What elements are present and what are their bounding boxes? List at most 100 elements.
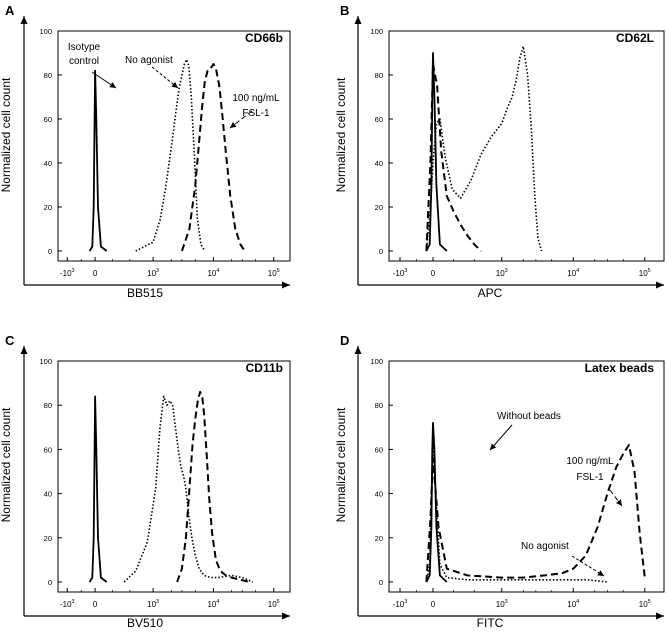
series-isotype-control — [88, 395, 108, 583]
series-100-ng-ml-fsl-1 — [180, 63, 246, 252]
y-tick-label: 40 — [375, 490, 383, 499]
annotation-arrowhead — [490, 443, 497, 450]
series-100-ng-ml-fsl-1 — [425, 63, 482, 252]
annotation-label: No agonist — [125, 55, 173, 66]
y-tick-label: 100 — [370, 357, 383, 366]
panel-title: CD66b — [245, 31, 283, 45]
y-axis-arrow — [20, 346, 28, 354]
y-tick-label: 0 — [48, 578, 52, 587]
y-tick-label: 80 — [375, 71, 383, 80]
y-tick-label: 80 — [44, 401, 52, 410]
y-tick-label: 20 — [44, 534, 52, 543]
panel-letter: A — [5, 3, 15, 18]
annotation-arrowhead — [171, 81, 178, 88]
y-tick-label: 60 — [375, 115, 383, 124]
panel-letter: B — [340, 3, 349, 18]
x-tick-label: -103 — [60, 599, 75, 609]
y-tick-label: 60 — [44, 115, 52, 124]
x-tick-label: 103 — [147, 268, 159, 278]
series-isotype-control — [425, 52, 448, 252]
y-axis-arrow — [354, 346, 362, 354]
y-tick-label: 0 — [48, 247, 52, 256]
x-axis-label: FITC — [477, 616, 504, 630]
series-100-ng-ml-fsl-1 — [425, 444, 646, 583]
y-tick-label: 40 — [44, 490, 52, 499]
annotation-arrowhead — [616, 499, 622, 506]
x-tick-label: 104 — [567, 599, 579, 609]
x-tick-label: 105 — [639, 268, 651, 278]
series-no-agonist — [135, 58, 206, 252]
y-tick-label: 0 — [379, 247, 383, 256]
x-tick-label: 104 — [207, 268, 219, 278]
x-tick-label: 105 — [268, 599, 280, 609]
x-tick-label: 104 — [567, 268, 579, 278]
annotation-arrow — [571, 555, 605, 577]
annotation-label: No agonist — [521, 541, 569, 552]
y-tick-label: 100 — [39, 27, 52, 36]
series-100-ng-ml-fsl-1 — [176, 390, 251, 583]
x-tick-label: 103 — [496, 268, 508, 278]
x-axis-arrow — [656, 612, 664, 620]
plot-frame — [388, 360, 665, 593]
annotation-arrow — [229, 110, 253, 129]
annotation-label: FSL-1 — [576, 472, 604, 483]
annotation-label: 100 ng/mL — [566, 456, 614, 467]
annotation-label: Without beads — [497, 411, 561, 422]
x-tick-label: 0 — [93, 269, 98, 278]
y-tick-label: 100 — [370, 27, 383, 36]
x-tick-label: 104 — [207, 599, 219, 609]
y-tick-label: 80 — [375, 401, 383, 410]
x-tick-label: -103 — [393, 268, 408, 278]
annotation-arrowhead — [109, 82, 116, 88]
y-tick-label: 60 — [375, 445, 383, 454]
x-axis-arrow — [656, 281, 664, 289]
series-isotype-control — [88, 69, 108, 252]
series-no-agonist — [425, 45, 543, 252]
x-tick-label: 103 — [496, 599, 508, 609]
y-axis-label: Normalized cell count — [334, 407, 348, 522]
panel-a: A 0 20 40 60 80 100 -103 0 103 104 105 BB515 Normaliz… — [0, 3, 291, 300]
y-tick-label: 80 — [44, 71, 52, 80]
panel-b: B 0 20 40 60 80 100 -103 0 103 104 105 APC Normalized… — [334, 3, 665, 300]
y-tick-label: 60 — [44, 445, 52, 454]
x-tick-label: -103 — [393, 599, 408, 609]
y-axis-label: Normalized cell count — [0, 77, 13, 192]
y-tick-label: 40 — [375, 159, 383, 168]
annotation-arrowhead — [597, 570, 604, 576]
y-tick-label: 100 — [39, 357, 52, 366]
x-tick-label: 0 — [93, 600, 98, 609]
panel-letter: D — [340, 333, 349, 348]
y-tick-label: 20 — [375, 203, 383, 212]
x-axis-label: APC — [478, 286, 503, 300]
annotation-label: Isotype — [68, 42, 101, 53]
x-tick-label: 103 — [147, 599, 159, 609]
y-tick-label: 40 — [44, 159, 52, 168]
plot-frame — [57, 30, 291, 262]
series-no-agonist — [123, 395, 254, 583]
plot-frame — [388, 30, 665, 262]
x-axis-label: BB515 — [127, 286, 163, 300]
y-axis-arrow — [354, 16, 362, 24]
panel-title: CD11b — [246, 361, 283, 375]
plot-frame — [57, 360, 291, 593]
x-axis-label: BV510 — [127, 616, 163, 630]
x-axis-arrow — [282, 612, 290, 620]
series-without-beads — [425, 422, 448, 583]
x-axis-arrow — [282, 281, 290, 289]
annotation-arrowhead — [230, 121, 237, 128]
panel-c: C 0 20 40 60 80 100 -103 0 103 104 105 BV510 Normaliz… — [0, 333, 291, 630]
y-tick-label: 0 — [379, 578, 383, 587]
panel-letter: C — [5, 333, 15, 348]
annotation-label: FSL-1 — [242, 108, 270, 119]
y-tick-label: 20 — [375, 534, 383, 543]
annotation-label: 100 ng/mL — [232, 93, 280, 104]
x-tick-label: 0 — [431, 600, 436, 609]
x-tick-label: 0 — [431, 269, 436, 278]
y-axis-label: Normalized cell count — [334, 77, 348, 192]
x-tick-label: 105 — [268, 268, 280, 278]
panel-d: D 0 20 40 60 80 100 -103 0 103 104 105 FITC Normalize… — [334, 333, 665, 630]
x-tick-label: 105 — [639, 599, 651, 609]
x-tick-label: -103 — [60, 268, 75, 278]
y-axis-arrow — [20, 16, 28, 24]
